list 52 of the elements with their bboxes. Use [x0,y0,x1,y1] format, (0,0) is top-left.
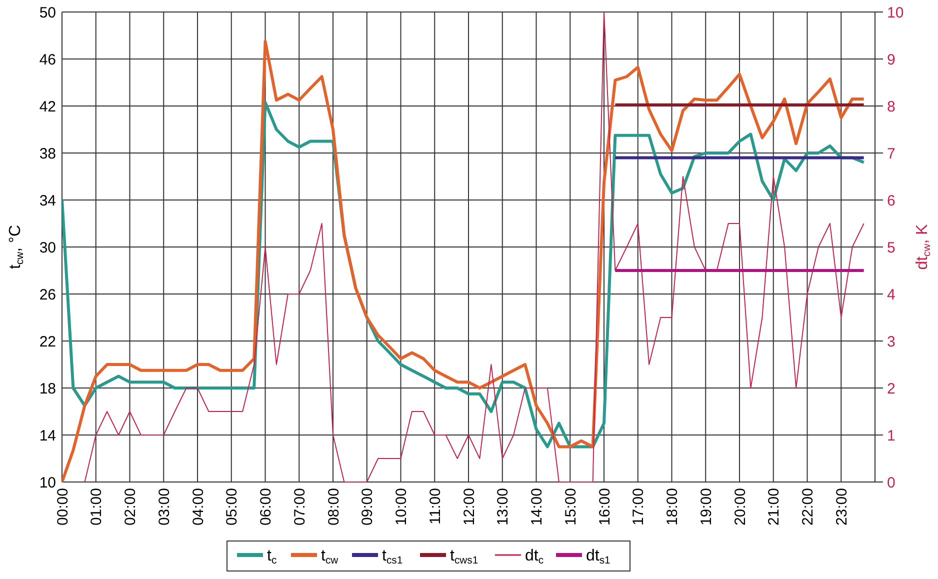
x-tick-label: 22:00 [800,488,816,526]
y2-tick-label: 6 [887,192,896,210]
y2-tick-label: 3 [887,333,896,350]
legend-label: t$_{cw}$ [321,548,339,566]
y2-tick-label: 4 [887,286,896,304]
y-tick-label: 38 [39,145,56,162]
legend-label: t$_{c}$ [267,548,277,566]
y-tick-label: 46 [39,51,56,68]
y2-tick-label: 2 [887,380,896,398]
y2-tick-label: 7 [887,145,896,162]
y2-tick-label: 0 [887,474,896,492]
x-tick-label: 16:00 [596,488,614,526]
x-tick-label: 13:00 [494,488,512,526]
x-tick-label: 00:00 [54,488,72,526]
legend-label: dt$_{s1}$ [586,548,611,566]
x-tick-label: 03:00 [156,488,173,526]
y2-tick-label: 9 [887,51,896,68]
x-tick-label: 04:00 [190,488,207,526]
x-tick-label: 07:00 [291,488,308,526]
y-tick-label: 30 [39,239,56,256]
y-tick-label: 14 [39,427,56,444]
x-tick-label: 18:00 [664,488,681,526]
y-tick-label: 50 [39,4,56,22]
x-tick-label: 19:00 [698,488,715,526]
x-tick-label: 15:00 [562,488,580,526]
x-tick-label: 06:00 [258,488,274,526]
legend-label: dt$_{c}$ [525,548,544,566]
x-tick-label: 01:00 [88,488,106,526]
y2-tick-label: 5 [887,239,896,256]
x-tick-label: 21:00 [766,488,783,526]
y-tick-label: 34 [39,192,56,210]
y2-tick-label: 10 [887,4,904,22]
x-tick-label: 23:00 [833,488,850,526]
x-tick-label: 17:00 [630,488,648,526]
y-tick-label: 22 [39,333,56,350]
y2-tick-label: 8 [887,98,896,116]
legend-label: t$_{cws1}$ [450,548,478,566]
x-tick-label: 05:00 [224,488,241,526]
y-tick-label: 42 [39,98,56,116]
x-tick-label: 10:00 [393,488,410,526]
x-tick-label: 09:00 [359,488,376,526]
y2-tick-label: 1 [887,427,896,444]
x-tick-label: 02:00 [122,488,139,526]
x-tick-label: 08:00 [325,488,342,526]
x-tick-label: 14:00 [528,488,546,526]
y-tick-label: 18 [39,380,56,398]
x-tick-label: 12:00 [460,488,478,526]
y-tick-label: 26 [39,286,56,304]
x-tick-label: 11:00 [426,488,444,524]
y-tick-label: 10 [39,474,56,492]
legend-label: t$_{cs1}$ [382,548,403,566]
x-tick-label: 20:00 [732,488,749,526]
